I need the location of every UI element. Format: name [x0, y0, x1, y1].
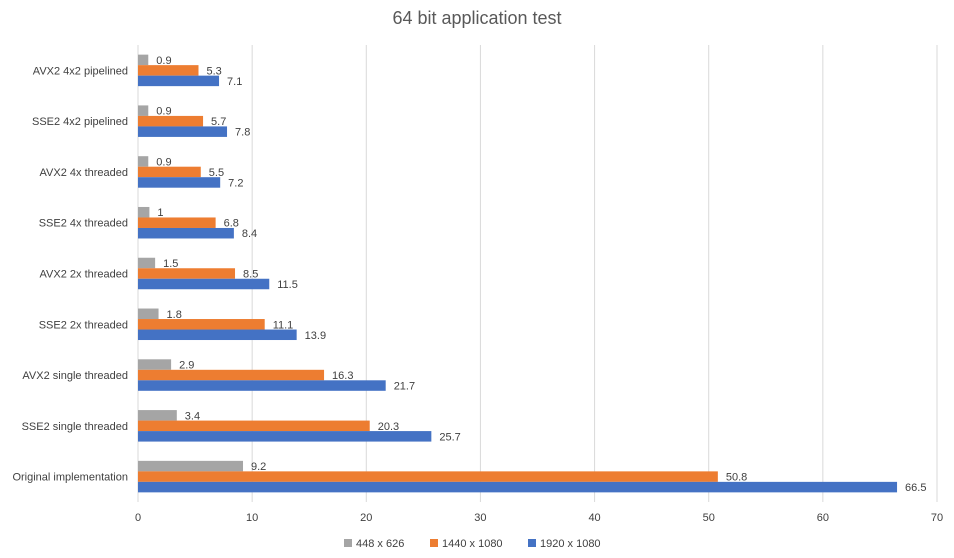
bar: [138, 115, 204, 127]
data-label: 11.5: [277, 279, 298, 291]
x-tick-label: 0: [135, 512, 141, 524]
data-label: 21.7: [394, 381, 415, 393]
bar: [138, 471, 718, 482]
bar: [138, 206, 150, 218]
bar: [138, 369, 325, 381]
category-label: AVX2 2x threaded: [40, 269, 128, 281]
data-label: 5.5: [209, 167, 224, 179]
data-label: 7.2: [228, 177, 243, 189]
bar: [138, 227, 234, 239]
data-label: 7.1: [227, 76, 242, 88]
gridlines: [137, 45, 938, 502]
x-tick-label: 60: [817, 512, 829, 524]
data-label: 9.2: [251, 461, 266, 473]
x-tick-label: 50: [703, 512, 715, 524]
category-label: SSE2 2x threaded: [39, 319, 128, 331]
bars: 0.9 5.3 7.1 0.9 5.7 7.8 0.9 5.5 7.2 1 6.88.4 1.5 8.5…: [138, 54, 926, 494]
category-label: SSE2 4x2 pipelined: [32, 116, 128, 128]
data-label: 2.9: [179, 360, 194, 372]
data-label: 50.8: [726, 472, 747, 484]
data-label: 0.9: [156, 106, 171, 118]
bar: [138, 319, 265, 330]
legend-label: 448 x 626: [356, 538, 404, 550]
bar: [138, 308, 159, 320]
data-label: 3.4: [185, 410, 200, 422]
data-label: 8.5: [243, 269, 258, 281]
data-label: 7.8: [235, 127, 250, 139]
data-label: 16.3: [332, 370, 353, 382]
bar: [138, 431, 432, 442]
chart-title: 64 bit application test: [392, 8, 561, 28]
bar: [138, 420, 370, 432]
category-label: Original implementation: [12, 472, 128, 484]
legend-swatch: [430, 539, 438, 547]
x-tick-label: 30: [474, 512, 486, 524]
data-label: 6.8: [224, 218, 239, 230]
bar: [138, 410, 177, 421]
data-label: 8.4: [242, 228, 257, 240]
category-label: SSE2 4x threaded: [39, 218, 128, 230]
bar: [138, 278, 270, 290]
data-label: 0.9: [156, 156, 171, 168]
data-label: 5.3: [206, 65, 221, 77]
data-label: 13.9: [305, 330, 326, 342]
bar: [138, 166, 201, 178]
bar: [138, 156, 149, 167]
legend: 448 x 626 1440 x 1080 1920 x 1080: [344, 538, 601, 550]
x-axis-ticks: 0 10 20 30 40 50 60 70: [135, 512, 943, 524]
data-label: 5.7: [211, 116, 226, 128]
data-label: 20.3: [378, 421, 399, 433]
data-label: 66.5: [905, 482, 926, 494]
category-label: AVX2 single threaded: [22, 370, 128, 382]
bar: [138, 359, 172, 370]
bar: [138, 177, 221, 188]
bar: [138, 126, 228, 137]
category-label: AVX2 4x threaded: [40, 167, 128, 179]
bar: [138, 65, 199, 76]
category-label: SSE2 single threaded: [22, 421, 128, 433]
data-label: 11.1: [273, 319, 294, 331]
bar: [138, 257, 156, 269]
legend-swatch: [528, 539, 536, 547]
bar: [138, 75, 220, 87]
x-tick-label: 40: [588, 512, 600, 524]
bar: [138, 105, 149, 116]
bar: [138, 268, 236, 279]
category-label: AVX2 4x2 pipelined: [33, 65, 128, 77]
data-label: 1: [157, 207, 163, 219]
category-labels: AVX2 4x2 pipelined SSE2 4x2 pipelined AVX2…: [12, 65, 128, 483]
x-tick-label: 70: [931, 512, 943, 524]
bar: [138, 329, 297, 341]
data-label: 25.7: [439, 431, 460, 443]
x-tick-label: 10: [246, 512, 258, 524]
legend-swatch: [344, 539, 352, 547]
legend-label: 1920 x 1080: [540, 538, 601, 550]
data-label: 1.8: [167, 309, 182, 321]
bar: [138, 460, 244, 472]
legend-label: 1440 x 1080: [442, 538, 503, 550]
bar: [138, 380, 386, 391]
bar: [138, 217, 216, 228]
data-label: 0.9: [156, 55, 171, 67]
x-tick-label: 20: [360, 512, 372, 524]
bar: [138, 481, 898, 493]
bar: [138, 54, 149, 66]
data-label: 1.5: [163, 258, 178, 270]
